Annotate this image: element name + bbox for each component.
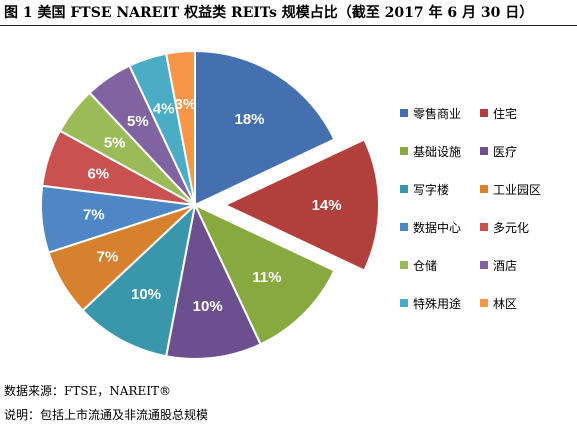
legend-item-8: 仓储	[400, 258, 437, 274]
legend-swatch-5	[480, 185, 488, 193]
legend-swatch-8	[400, 261, 408, 269]
pie-slice-3	[164, 201, 262, 360]
legend-label-5: 工业园区	[493, 183, 542, 197]
slice-label-0: 18%	[234, 111, 264, 128]
legend-swatch-1	[480, 109, 488, 117]
legend-item-9: 酒店	[480, 258, 517, 274]
legend-item-6: 数据中心	[400, 220, 461, 236]
legend-item-3: 医疗	[480, 144, 517, 160]
legend-swatch-10	[400, 299, 408, 307]
slice-label-1: 14%	[312, 197, 342, 214]
footnote: 说明：包括上市流通及非流通股总规模	[4, 408, 209, 422]
slice-label-2: 11%	[252, 269, 281, 286]
source-note: 数据来源：FTSE，NAREIT®	[4, 384, 172, 398]
legend-swatch-11	[480, 299, 488, 307]
legend-label-4: 写字楼	[413, 183, 450, 197]
legend-item-0: 零售商业	[400, 106, 461, 122]
slice-label-11: 3%	[175, 96, 197, 113]
legend-item-2: 基础设施	[400, 144, 461, 160]
legend-label-6: 数据中心	[413, 221, 462, 235]
chart-title: 图 1 美国 FTSE NAREIT 权益类 REITs 规模占比（截至 201…	[4, 5, 534, 21]
slice-label-5: 7%	[97, 249, 119, 266]
legend-swatch-3	[480, 147, 488, 155]
slice-label-3: 10%	[193, 298, 223, 315]
legend-label-11: 林区	[493, 297, 518, 311]
pie-slice-4	[81, 202, 197, 358]
legend-item-5: 工业园区	[480, 182, 541, 198]
slice-label-4: 10%	[131, 286, 161, 303]
legend-label-1: 住宅	[493, 107, 518, 121]
slice-label-9: 5%	[127, 113, 149, 130]
pie-slice-11	[164, 49, 196, 206]
slice-label-10: 4%	[153, 100, 175, 117]
legend-label-3: 医疗	[493, 145, 518, 159]
slice-label-8: 5%	[104, 135, 126, 152]
legend-item-4: 写字楼	[400, 182, 449, 198]
legend-swatch-4	[400, 185, 408, 193]
legend-swatch-7	[480, 223, 488, 231]
legend-item-11: 林区	[480, 296, 517, 312]
legend-swatch-0	[400, 109, 408, 117]
legend-item-10: 特殊用途	[400, 296, 461, 312]
pie-slice-1	[222, 138, 380, 272]
legend-label-0: 零售商业	[413, 107, 462, 121]
legend-label-2: 基础设施	[413, 145, 462, 159]
legend-label-10: 特殊用途	[413, 297, 462, 311]
pie-slice-0	[194, 49, 336, 207]
legend-label-8: 仓储	[413, 259, 438, 273]
legend-label-7: 多元化	[493, 221, 530, 235]
legend-swatch-6	[400, 223, 408, 231]
slice-label-6: 7%	[83, 207, 105, 224]
legend-swatch-9	[480, 261, 488, 269]
pie-slice-2	[192, 202, 336, 346]
slice-label-7: 6%	[87, 166, 109, 183]
legend-swatch-2	[400, 147, 408, 155]
legend-label-9: 酒店	[493, 259, 518, 273]
pie-chart: 18%14%11%10%10%7%7%6%5%5%4% 3%	[39, 49, 380, 360]
title-divider	[0, 25, 577, 26]
legend-item-1: 住宅	[480, 106, 517, 122]
legend-item-7: 多元化	[480, 220, 529, 236]
